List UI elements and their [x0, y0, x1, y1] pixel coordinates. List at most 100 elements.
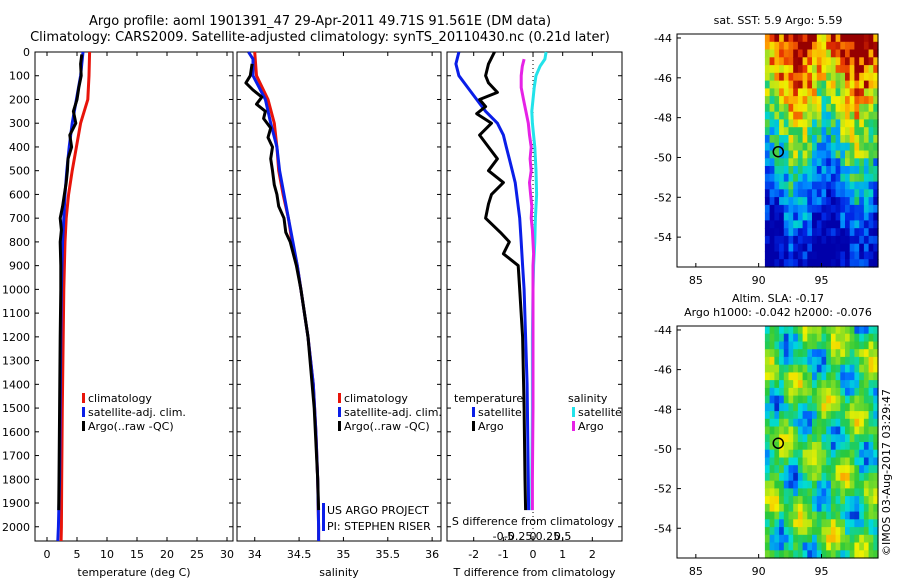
heatmap-cell: [873, 387, 879, 397]
heatmap-cell: [821, 119, 827, 128]
heatmap-cell: [873, 534, 879, 544]
heatmap-cell: [821, 235, 827, 245]
heatmap-cell: [821, 150, 827, 159]
heatmap-cell: [788, 496, 794, 505]
heatmap-cell: [863, 449, 870, 458]
heatmap-cell: [807, 534, 813, 544]
heatmap-cell: [849, 488, 855, 497]
y-tick-label: -52: [654, 483, 672, 496]
heatmap-cell: [830, 96, 837, 105]
heatmap-cell: [812, 380, 818, 389]
heatmap-cell: [840, 57, 846, 66]
heatmap-cell: [835, 488, 841, 497]
heatmap-cell: [764, 527, 771, 536]
heatmap-cell: [812, 150, 818, 159]
heatmap-cell: [802, 41, 808, 51]
heatmap-cell: [816, 243, 823, 253]
heatmap-cell: [868, 465, 874, 474]
heatmap-cell: [845, 135, 851, 144]
heatmap-cell: [807, 57, 813, 66]
heatmap-cell: [783, 496, 790, 505]
heatmap-cell: [812, 480, 818, 489]
heatmap-cell: [774, 465, 780, 474]
heatmap-cell: [821, 534, 827, 544]
heatmap-cell: [840, 259, 846, 268]
heatmap-cell: [783, 372, 790, 381]
heatmap-cell: [797, 173, 804, 183]
heatmap-cell: [821, 220, 827, 229]
heatmap-cell: [783, 488, 790, 497]
heatmap-cell: [859, 496, 865, 505]
heatmap-cell: [793, 465, 799, 474]
heatmap-cell: [793, 326, 799, 335]
heatmap-cell: [835, 80, 841, 89]
heatmap-cell: [840, 534, 846, 544]
heatmap-cell: [873, 251, 879, 260]
heatmap-cell: [821, 411, 827, 420]
heatmap-cell: [769, 341, 775, 350]
heatmap-cell: [779, 220, 785, 229]
heatmap-cell: [793, 372, 799, 381]
heatmap-cell: [849, 103, 855, 113]
heatmap-cell: [807, 65, 813, 74]
heatmap-cell: [835, 65, 841, 74]
heatmap-cell: [840, 80, 846, 89]
heatmap-cell: [826, 480, 832, 489]
heatmap-cell: [845, 103, 851, 113]
heatmap-cell: [774, 49, 780, 58]
heatmap-cell: [764, 534, 771, 544]
heatmap-cell: [779, 527, 785, 536]
heatmap-cell: [863, 519, 870, 528]
temperature-plot-frame: [34, 51, 234, 542]
heatmap-cell: [873, 57, 879, 66]
heatmap-cell: [863, 181, 870, 190]
heatmap-cell: [816, 96, 823, 105]
heatmap-cell: [854, 411, 860, 420]
heatmap-cell: [764, 119, 771, 128]
heatmap-cell: [783, 41, 790, 51]
heatmap-cell: [830, 534, 837, 544]
heatmap-cell: [797, 534, 804, 544]
heatmap-cell: [845, 496, 851, 505]
heatmap-cell: [826, 418, 832, 428]
heatmap-cell: [830, 372, 837, 381]
x-tick-label: 10: [100, 548, 114, 561]
heatmap-cell: [807, 243, 813, 253]
heatmap-cell: [873, 49, 879, 58]
heatmap-cell: [769, 472, 775, 482]
heatmap-cell: [812, 488, 818, 497]
heatmap-cell: [816, 465, 823, 474]
heatmap-cell: [769, 496, 775, 505]
heatmap-cell: [788, 380, 794, 389]
heatmap-cell: [859, 34, 865, 43]
heatmap-cell: [764, 103, 771, 113]
heatmap-cell: [859, 480, 865, 489]
heatmap-cell: [873, 519, 879, 528]
heatmap-cell: [868, 442, 874, 451]
heatmap-cell: [835, 72, 841, 82]
heatmap-cell: [783, 212, 790, 221]
heatmap-cell: [764, 197, 771, 206]
heatmap-cell: [797, 356, 804, 366]
heatmap-cell: [788, 142, 794, 152]
heatmap-cell: [849, 527, 855, 536]
heatmap-cell: [849, 333, 855, 342]
x-tick-label: 90: [752, 565, 766, 578]
y-tick-label: 1100: [2, 307, 30, 320]
heatmap-cell: [793, 197, 799, 206]
heatmap-cell: [859, 380, 865, 389]
heatmap-cell: [793, 449, 799, 458]
heatmap-cell: [802, 480, 808, 489]
heatmap-cell: [812, 442, 818, 451]
sla-map-title-line1: Altim. SLA: -0.17: [732, 292, 824, 305]
heatmap-cell: [774, 88, 780, 97]
heatmap-cell: [779, 166, 785, 175]
heatmap-cell: [873, 511, 879, 520]
heatmap-cell: [769, 395, 775, 404]
heatmap-cell: [769, 119, 775, 128]
heatmap-cell: [812, 127, 818, 136]
heatmap-cell: [793, 395, 799, 404]
t-diff-x-axis-label: T difference from climatology: [453, 566, 616, 579]
heatmap-cell: [788, 356, 794, 366]
heatmap-cell: [854, 135, 860, 144]
